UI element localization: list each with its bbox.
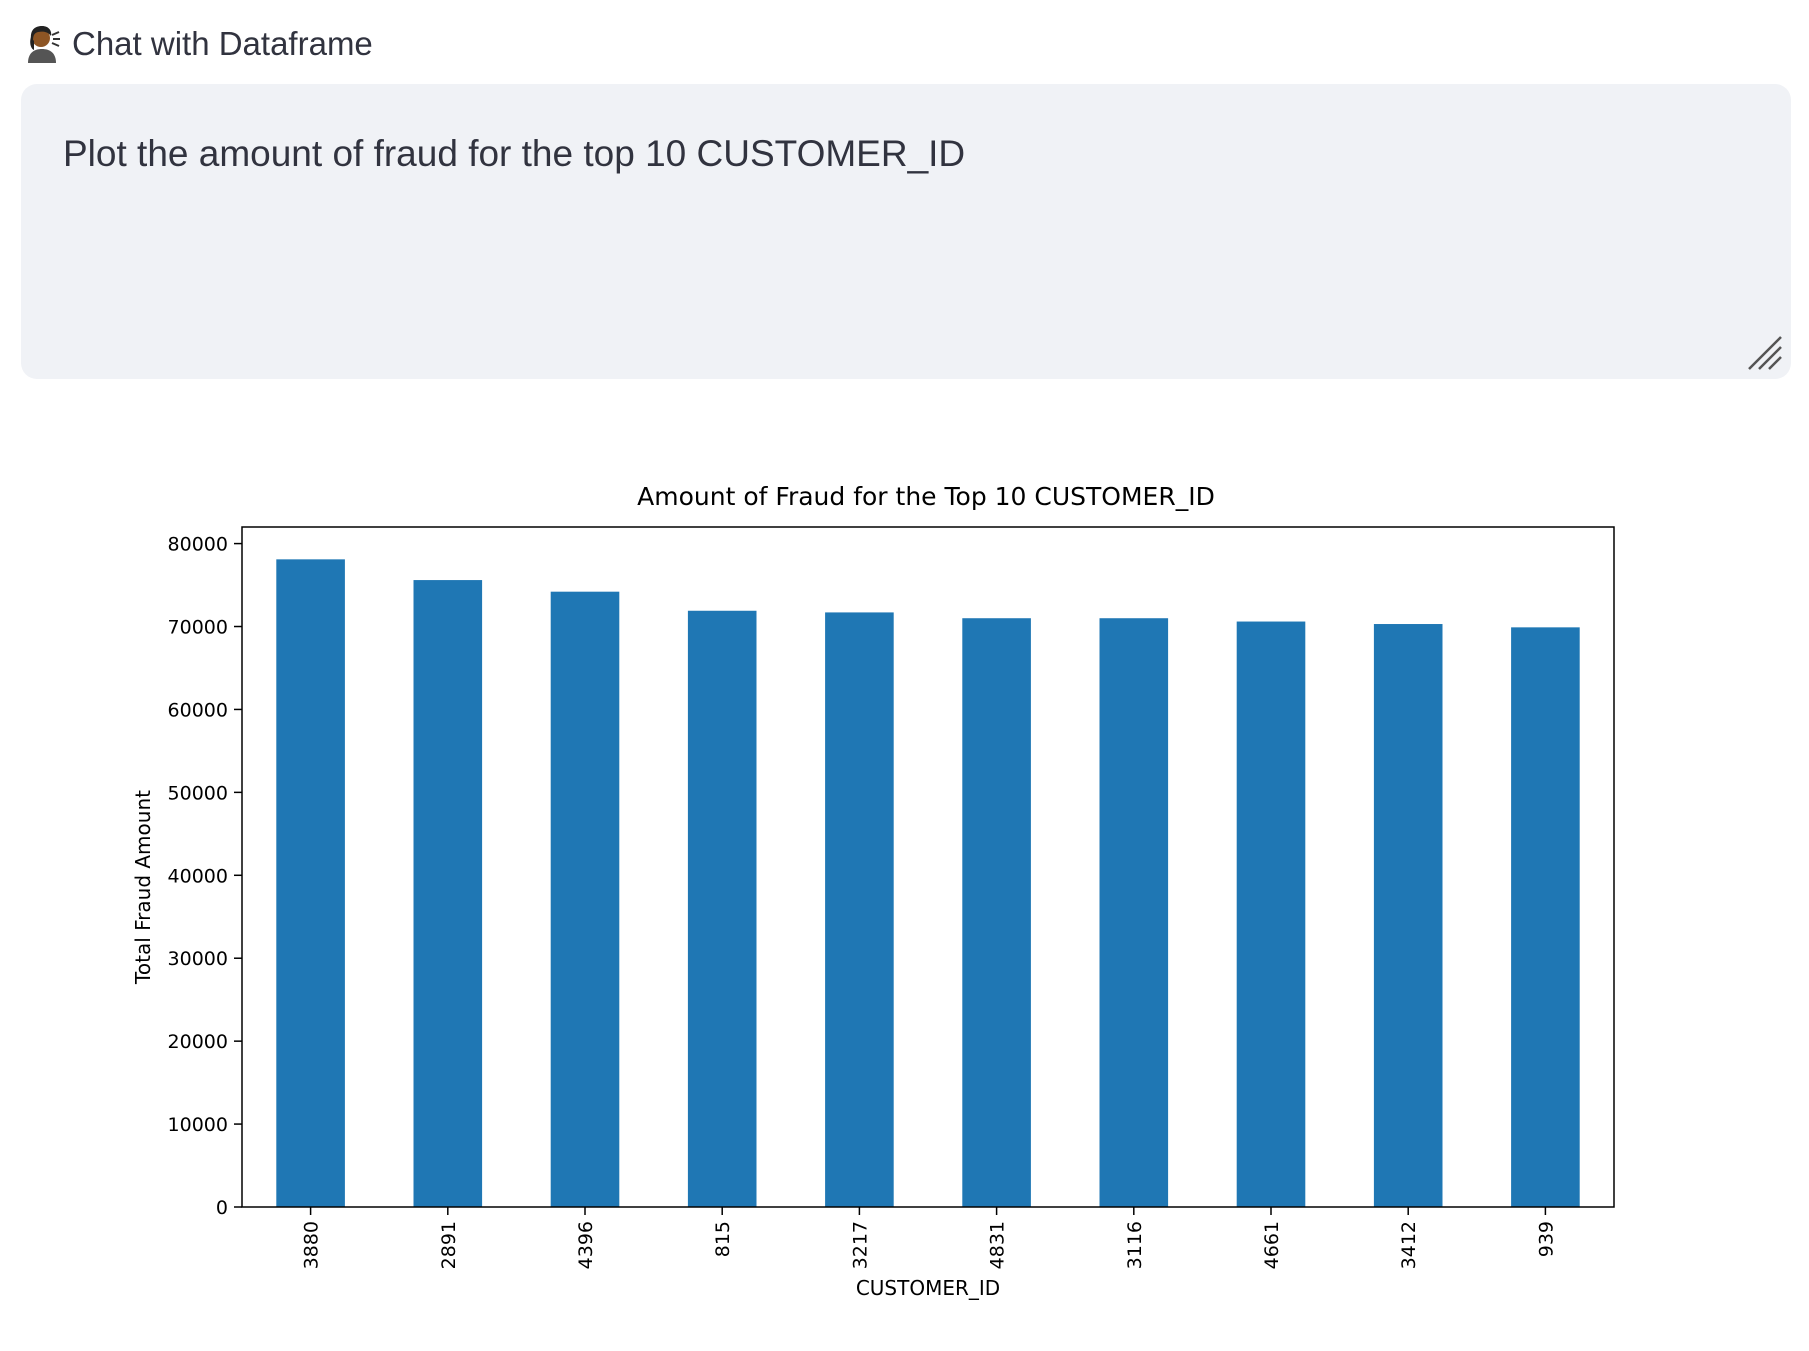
prompt-text-area[interactable]: Plot the amount of fraud for the top 10 … [21, 84, 1791, 379]
x-tick-label: 3217 [849, 1221, 871, 1269]
x-tick-label: 939 [1535, 1221, 1557, 1257]
y-tick-label: 80000 [168, 534, 228, 556]
plot-area-frame [241, 526, 1615, 1208]
y-axis: 0 10000 20000 30000 40000 50000 60000 70000 8000… [168, 534, 242, 1219]
bar-4831 [962, 618, 1031, 1207]
x-tick-label: 3412 [1398, 1221, 1420, 1269]
x-tick-label: 3880 [301, 1221, 323, 1269]
x-axis: 3880 2891 4396 815 3217 4831 3116 4661 3412 939 [301, 1207, 1557, 1269]
y-tick-label: 10000 [168, 1114, 228, 1136]
y-tick-label: 20000 [168, 1031, 228, 1053]
y-axis-label: Total Fraud Amount [131, 790, 155, 985]
y-tick-label: 40000 [168, 865, 228, 887]
bar-4661 [1236, 621, 1306, 1207]
x-tick-label: 4396 [575, 1221, 597, 1269]
x-tick-label: 4661 [1261, 1221, 1283, 1269]
bar-815 [687, 610, 757, 1207]
x-tick-label: 3116 [1124, 1221, 1146, 1269]
bars-group [276, 559, 1580, 1207]
y-tick-label: 70000 [168, 617, 228, 639]
x-tick-label: 4831 [987, 1221, 1009, 1269]
prompt-text-area-container: Plot the amount of fraud for the top 10 … [21, 84, 1791, 379]
chart-title: Amount of Fraud for the Top 10 CUSTOMER_… [637, 482, 1215, 511]
x-tick-label: 2891 [438, 1221, 460, 1269]
woman-speaking-icon [28, 26, 60, 63]
bar-chart: Amount of Fraud for the Top 10 CUSTOMER_… [131, 482, 1615, 1300]
bar-3880 [276, 559, 345, 1207]
x-tick-label: 815 [712, 1221, 734, 1257]
text-area-label: Chat with Dataframe [72, 25, 373, 62]
y-tick-label: 50000 [168, 782, 228, 804]
bar-2891 [413, 580, 483, 1207]
resize-handle-icon[interactable] [1745, 333, 1785, 373]
y-tick-label: 30000 [168, 948, 228, 970]
bar-939 [1511, 627, 1580, 1207]
text-area-label-row: Chat with Dataframe [22, 20, 373, 68]
bar-3116 [1099, 618, 1169, 1207]
bar-4396 [550, 591, 620, 1207]
bar-3217 [825, 612, 894, 1207]
bar-3412 [1373, 624, 1443, 1207]
y-tick-label: 60000 [168, 699, 228, 721]
x-axis-label: CUSTOMER_ID [856, 1276, 1000, 1300]
y-tick-label: 0 [216, 1197, 228, 1219]
